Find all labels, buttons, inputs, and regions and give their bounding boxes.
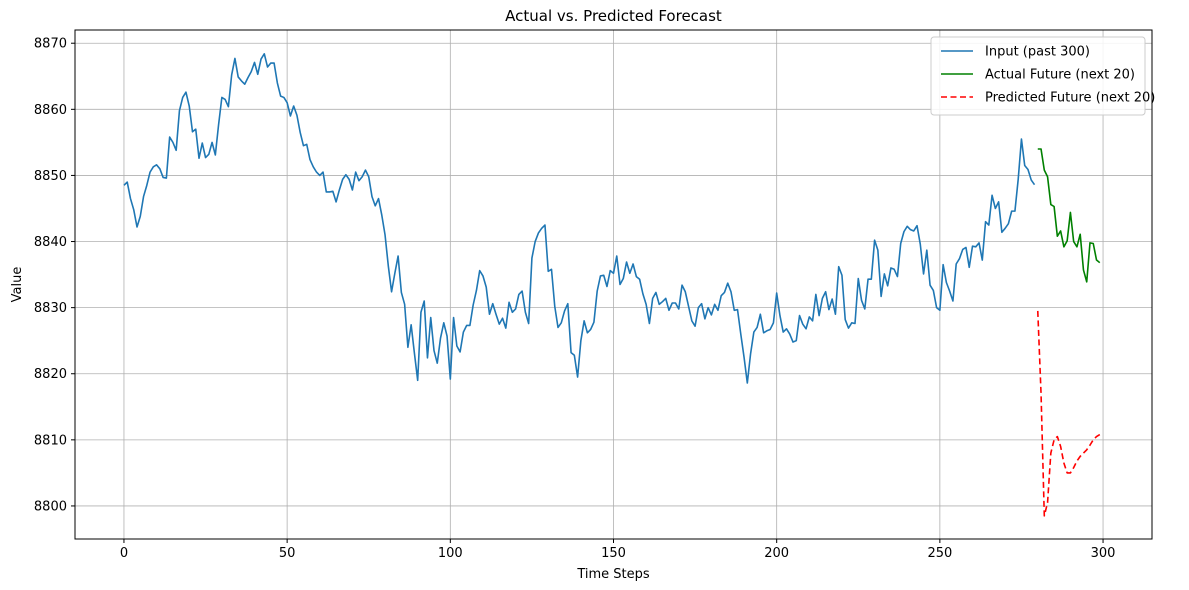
x-tick-label: 300 — [1091, 546, 1116, 561]
legend-box — [930, 36, 1146, 116]
series-lines — [123, 52, 1101, 517]
x-tick-label: 150 — [601, 546, 626, 561]
legend-label: Actual Future (next 20) — [985, 68, 1135, 83]
grid-lines — [75, 30, 1152, 539]
y-tick-label: 8860 — [34, 103, 67, 118]
y-tick-label: 8810 — [34, 433, 67, 448]
y-tick-label: 8840 — [34, 235, 67, 250]
y-tick-label: 8850 — [34, 169, 67, 184]
y-tick-label: 8800 — [34, 499, 67, 514]
y-tick-label: 8820 — [34, 367, 67, 382]
legend-label: Predicted Future (next 20) — [985, 91, 1155, 106]
y-axis-label: Value — [10, 267, 25, 303]
legend: Input (past 300) Actual Future (next 20) P… — [930, 36, 1155, 116]
chart-title: Actual vs. Predicted Forecast — [505, 7, 722, 25]
y-tick-label: 8830 — [34, 301, 67, 316]
x-tick-label: 100 — [438, 546, 463, 561]
series-line-3 — [1036, 310, 1101, 517]
series-line-1 — [123, 52, 1036, 384]
series-line-2 — [1037, 148, 1101, 283]
x-tick-label: 50 — [279, 546, 296, 561]
x-tick-label: 200 — [764, 546, 789, 561]
axis-ticks: 0 50 100 150 200 250 300 8800 8810 8820 8830 8840 88… — [34, 37, 1116, 561]
x-tick-label: 250 — [927, 546, 952, 561]
x-tick-label: 0 — [120, 546, 128, 561]
legend-label: Input (past 300) — [985, 45, 1090, 60]
x-axis-label: Time Steps — [576, 567, 650, 582]
y-tick-label: 8870 — [34, 37, 67, 52]
